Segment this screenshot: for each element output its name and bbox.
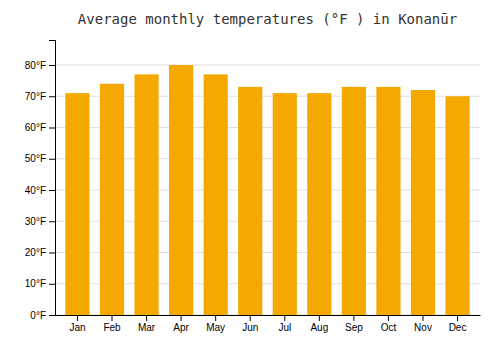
x-tick-mark bbox=[181, 315, 182, 321]
x-tick-mark bbox=[146, 315, 147, 321]
y-tick-mark bbox=[49, 96, 55, 97]
y-tick: 0°F bbox=[30, 310, 55, 321]
bar bbox=[376, 87, 400, 315]
y-tick: 70°F bbox=[25, 91, 55, 102]
grid-line bbox=[55, 65, 480, 66]
x-tick-label: Oct bbox=[381, 322, 397, 333]
bar bbox=[169, 65, 193, 315]
x-tick-mark bbox=[422, 315, 423, 321]
x-tick: Mar bbox=[138, 315, 156, 333]
y-tick: 40°F bbox=[25, 185, 55, 196]
y-tick-mark bbox=[49, 65, 55, 66]
x-tick-label: Jul bbox=[278, 322, 291, 333]
x-tick-mark bbox=[284, 315, 285, 321]
x-tick: Apr bbox=[173, 315, 189, 333]
x-tick: Aug bbox=[310, 315, 328, 333]
x-tick-mark bbox=[77, 315, 78, 321]
y-tick: 60°F bbox=[25, 122, 55, 133]
x-tick-mark bbox=[457, 315, 458, 321]
y-tick: 80°F bbox=[25, 60, 55, 71]
y-axis-line bbox=[49, 41, 56, 316]
bar bbox=[307, 93, 331, 315]
x-tick-label: Apr bbox=[173, 322, 189, 333]
y-axis: 0°F 10°F 20°F 30°F 40°F 50°F 60°F 70°F 80°F bbox=[25, 41, 56, 321]
title: Average monthly temperatures (°F ) in Ko… bbox=[78, 11, 457, 27]
x-tick-label: Feb bbox=[103, 322, 121, 333]
x-tick: Oct bbox=[381, 315, 397, 333]
x-tick: Sep bbox=[345, 315, 363, 333]
x-tick: Dec bbox=[449, 315, 467, 333]
y-tick: 30°F bbox=[25, 216, 55, 227]
x-tick-label: Jun bbox=[242, 322, 258, 333]
x-axis-line bbox=[56, 315, 481, 316]
bar bbox=[342, 87, 366, 315]
y-tick: 10°F bbox=[25, 278, 55, 289]
bar bbox=[100, 84, 124, 315]
x-tick: Feb bbox=[103, 315, 121, 333]
y-tick-mark bbox=[49, 159, 55, 160]
x-tick-mark bbox=[112, 315, 113, 321]
x-tick-label: Mar bbox=[138, 322, 156, 333]
bar bbox=[238, 87, 262, 315]
plot: 0°F 10°F 20°F 30°F 40°F 50°F 60°F 70°F 80°F Jan Fe… bbox=[25, 41, 481, 334]
x-axis: Jan Feb Mar Apr May Jun Jul Aug Sep Oct Nov Dec bbox=[56, 315, 481, 333]
x-tick-label: Jan bbox=[69, 322, 85, 333]
x-tick-mark bbox=[353, 315, 354, 321]
x-tick: Nov bbox=[414, 315, 432, 333]
x-tick-label: May bbox=[206, 322, 225, 333]
x-tick: Jul bbox=[278, 315, 291, 333]
y-tick-label: 40°F bbox=[25, 185, 46, 196]
y-tick: 50°F bbox=[25, 153, 55, 164]
y-tick-label: 20°F bbox=[25, 247, 46, 258]
x-tick-label: Aug bbox=[310, 322, 328, 333]
x-tick: May bbox=[206, 315, 225, 333]
x-tick-label: Dec bbox=[449, 322, 467, 333]
bar bbox=[134, 74, 158, 315]
y-tick-label: 30°F bbox=[25, 216, 46, 227]
x-tick-mark bbox=[250, 315, 251, 321]
y-tick-mark bbox=[49, 190, 55, 191]
y-tick-label: 80°F bbox=[25, 60, 46, 71]
y-tick-label: 10°F bbox=[25, 278, 46, 289]
x-tick: Jan bbox=[69, 315, 85, 333]
bar bbox=[204, 74, 228, 315]
x-tick-mark bbox=[215, 315, 216, 321]
y-tick-mark bbox=[49, 284, 55, 285]
x-tick-mark bbox=[388, 315, 389, 321]
bar bbox=[445, 96, 469, 315]
bars bbox=[65, 65, 469, 315]
y-tick-label: 0°F bbox=[30, 310, 46, 321]
x-tick-label: Sep bbox=[345, 322, 363, 333]
x-tick: Jun bbox=[242, 315, 258, 333]
y-tick-mark bbox=[49, 315, 55, 316]
y-tick-mark bbox=[49, 253, 55, 254]
grid bbox=[55, 65, 480, 315]
bar bbox=[411, 90, 435, 315]
y-tick: 20°F bbox=[25, 247, 55, 258]
y-tick-mark bbox=[49, 221, 55, 222]
y-tick-mark bbox=[49, 128, 55, 129]
y-tick-label: 70°F bbox=[25, 91, 46, 102]
x-tick-label: Nov bbox=[414, 322, 432, 333]
chart: 0°F 10°F 20°F 30°F 40°F 50°F 60°F 70°F 80°F Jan Fe… bbox=[0, 0, 500, 350]
x-tick-mark bbox=[319, 315, 320, 321]
y-tick-label: 60°F bbox=[25, 122, 46, 133]
bar bbox=[65, 93, 89, 315]
y-tick-label: 50°F bbox=[25, 153, 46, 164]
bar bbox=[273, 93, 297, 315]
